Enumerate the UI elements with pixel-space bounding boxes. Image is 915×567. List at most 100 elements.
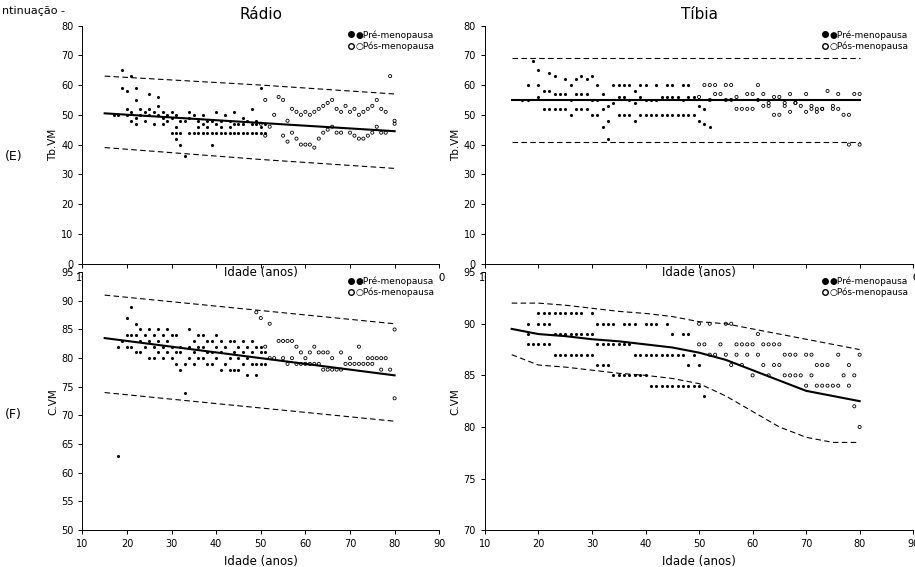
Point (165, 113, 179, 122)
Point (831, 90, 845, 99)
Point (660, 110, 674, 120)
Point (329, 365, 344, 374)
Point (628, 319, 642, 328)
Point (788, 350, 802, 359)
Point (585, 110, 599, 120)
Point (665, 350, 680, 359)
Point (106, 110, 121, 120)
Point (236, 348, 251, 357)
Point (601, 319, 616, 328)
Point (271, 92, 285, 101)
Point (622, 319, 637, 328)
Point (187, 110, 201, 120)
Point (142, 336, 156, 345)
Point (182, 325, 197, 334)
Point (204, 348, 219, 357)
Point (649, 350, 663, 359)
Point (365, 359, 380, 369)
Point (611, 371, 626, 380)
Point (249, 119, 264, 128)
Point (137, 342, 152, 351)
Point (173, 128, 188, 137)
Point (564, 110, 578, 120)
Point (347, 104, 361, 113)
Point (271, 336, 285, 345)
Point (356, 134, 371, 143)
Point (382, 71, 397, 81)
Point (387, 119, 402, 128)
Point (654, 381, 669, 390)
Point (750, 329, 765, 338)
Point (298, 107, 313, 116)
Point (692, 319, 706, 328)
Title: Tíbia: Tíbia (681, 7, 717, 22)
Point (617, 81, 631, 90)
Point (628, 116, 642, 125)
Point (222, 116, 237, 125)
Point (218, 359, 232, 369)
Y-axis label: C.VM: C.VM (451, 388, 460, 414)
Point (675, 81, 690, 90)
Point (703, 95, 717, 104)
Point (735, 104, 749, 113)
Point (196, 119, 210, 128)
Point (703, 122, 717, 132)
Point (124, 71, 139, 81)
Point (120, 86, 135, 95)
Point (724, 319, 738, 328)
Point (320, 99, 335, 108)
Point (231, 128, 246, 137)
Legend: ●Pré-menopausa, ○Pós-menopausa: ●Pré-menopausa, ○Pós-menopausa (821, 28, 910, 53)
Point (568, 75, 583, 84)
Point (204, 359, 219, 369)
Point (303, 110, 318, 120)
Point (133, 325, 147, 334)
Point (361, 104, 375, 113)
Point (703, 81, 717, 90)
Point (168, 122, 183, 132)
Point (606, 371, 620, 380)
Point (227, 348, 242, 357)
Point (842, 381, 856, 390)
Point (311, 359, 326, 369)
Point (804, 371, 819, 380)
Point (804, 101, 819, 111)
Point (671, 92, 685, 101)
Point (187, 336, 201, 345)
Point (213, 128, 228, 137)
Point (654, 110, 669, 120)
Point (347, 131, 361, 140)
Point (173, 348, 188, 357)
Point (142, 354, 156, 363)
Point (258, 342, 273, 351)
Point (151, 325, 166, 334)
Point (617, 110, 631, 120)
Point (718, 81, 733, 90)
Point (294, 110, 308, 120)
Point (815, 104, 830, 113)
Point (746, 340, 760, 349)
Point (643, 350, 658, 359)
Point (665, 92, 680, 101)
Point (146, 354, 161, 363)
Point (547, 329, 562, 338)
Point (542, 309, 556, 318)
Point (601, 101, 616, 111)
Point (240, 128, 254, 137)
Text: Idade (anos): Idade (anos) (662, 266, 736, 280)
Point (253, 348, 268, 357)
Point (547, 90, 562, 99)
Point (253, 83, 268, 92)
Point (196, 331, 210, 340)
Point (660, 319, 674, 328)
Point (713, 340, 727, 349)
Point (289, 107, 304, 116)
Point (165, 107, 179, 116)
Point (778, 371, 792, 380)
Text: (F): (F) (5, 408, 21, 421)
Point (275, 354, 290, 363)
Point (151, 336, 166, 345)
Point (585, 329, 599, 338)
Point (275, 336, 290, 345)
Point (178, 116, 192, 125)
